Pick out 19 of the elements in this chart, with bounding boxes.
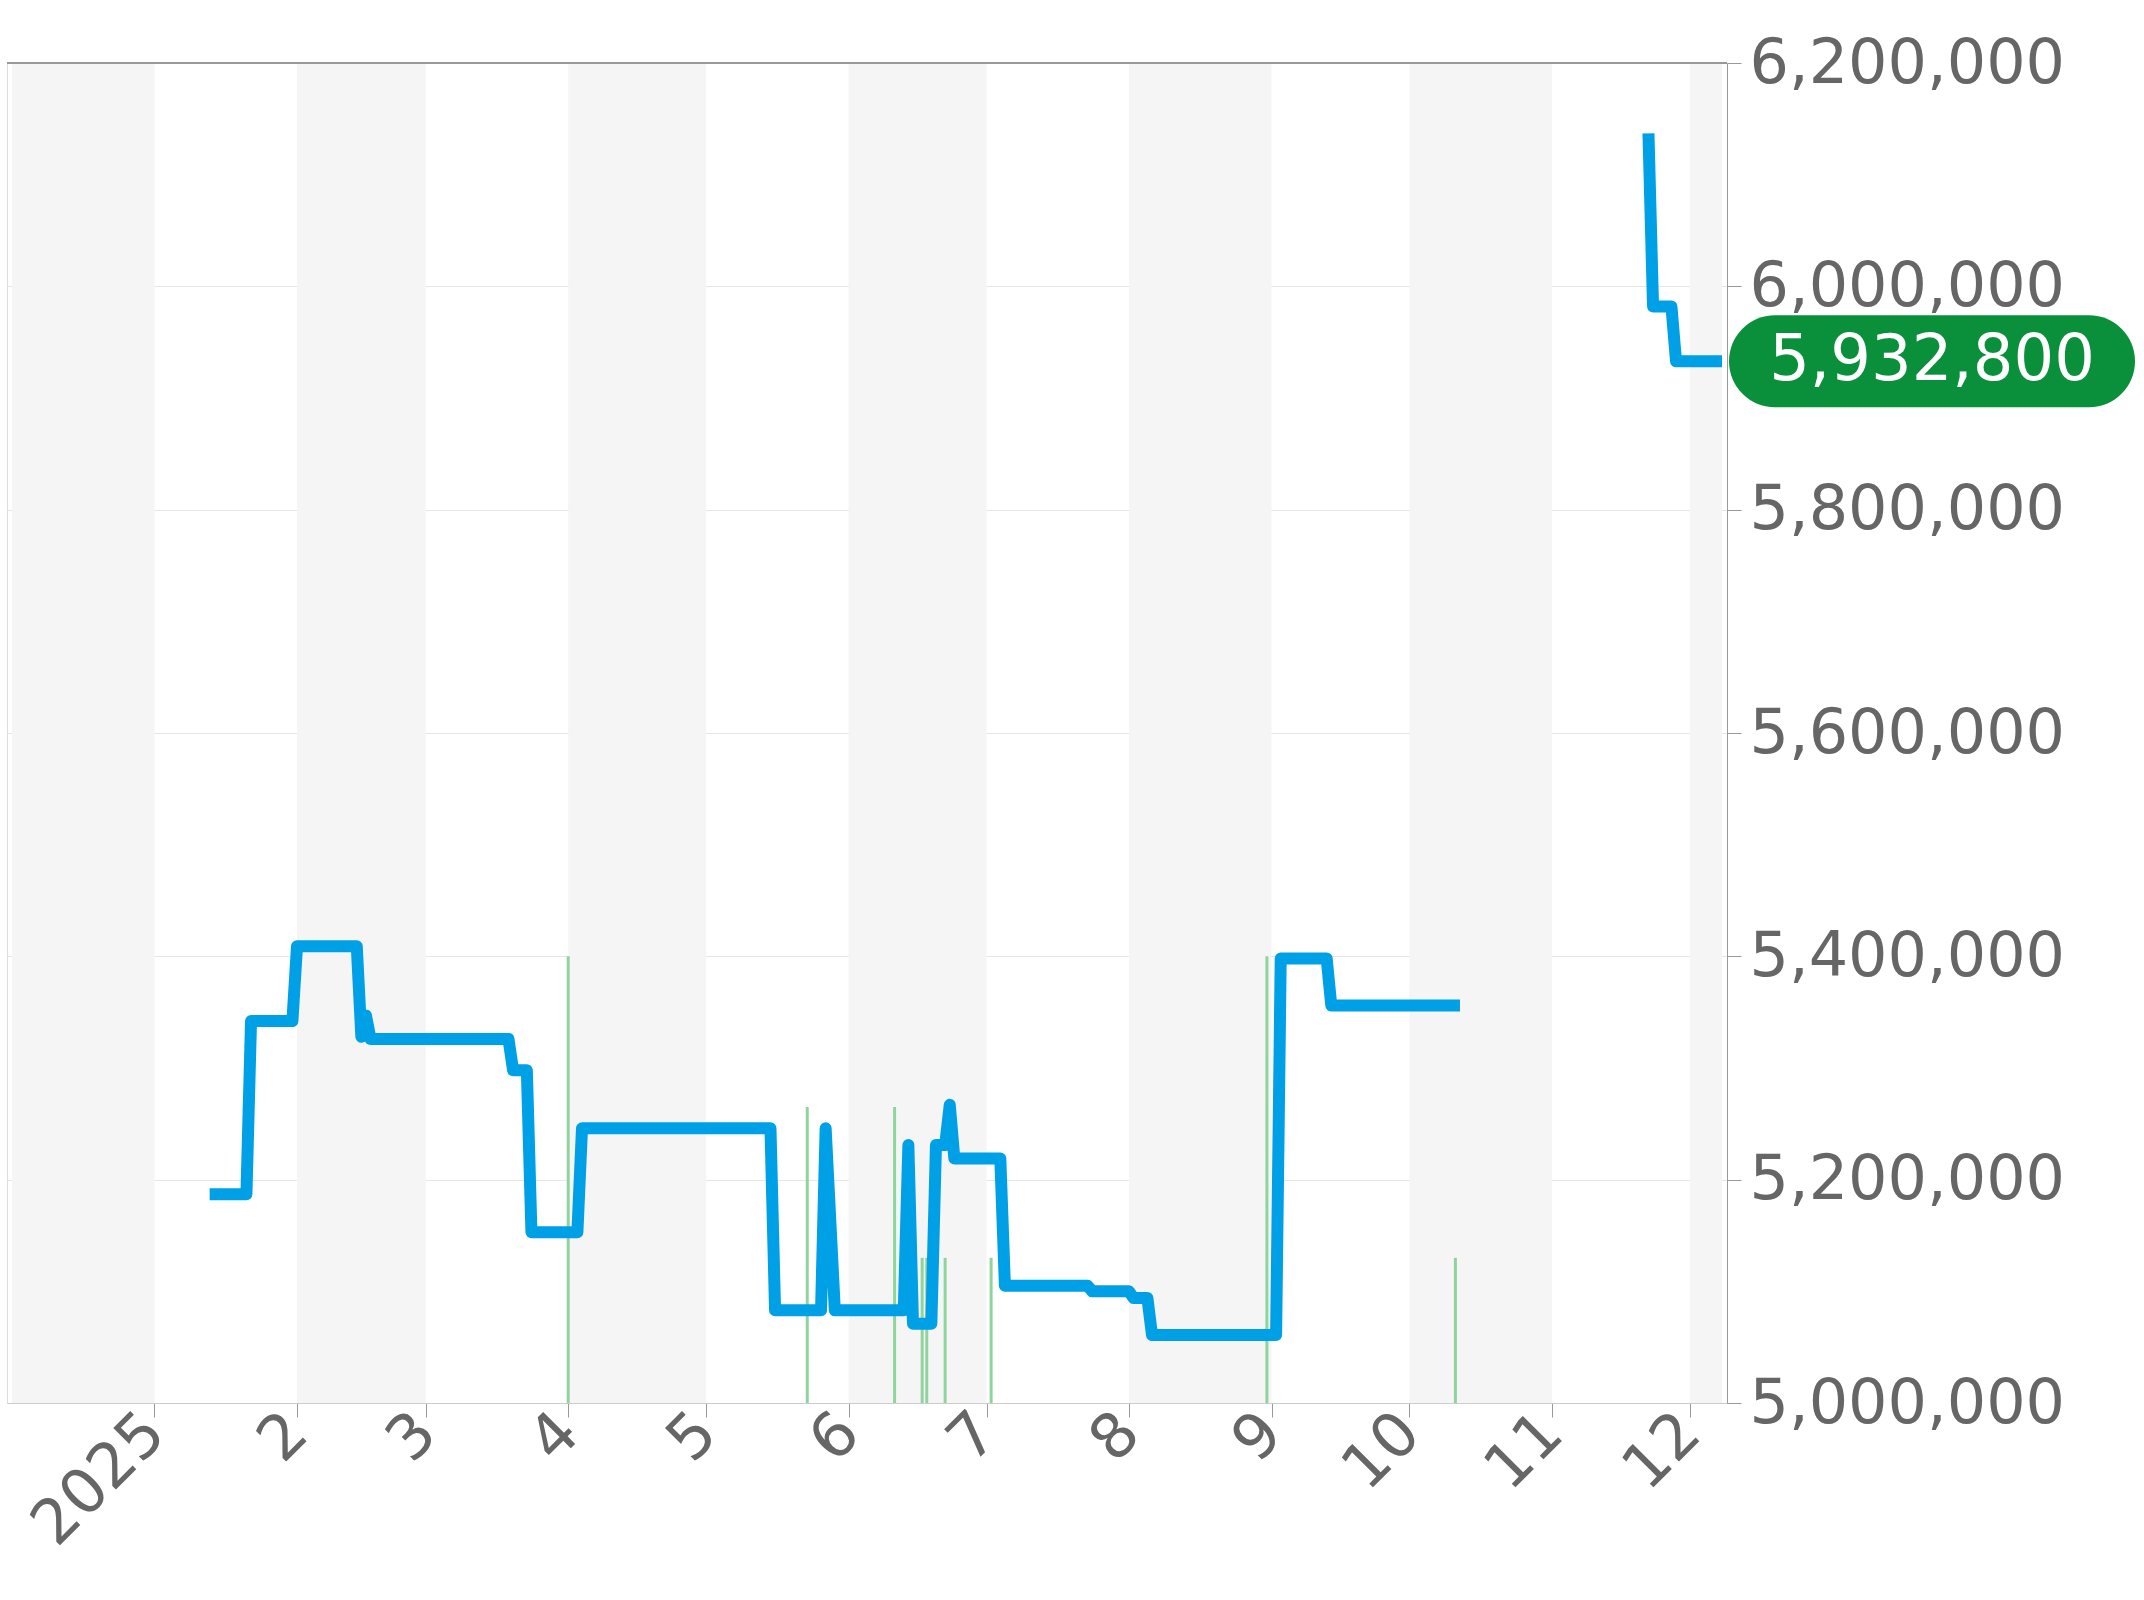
x-tick-label: 8 <box>1074 1395 1154 1476</box>
annotation: 5,932,800 <box>1769 321 2095 396</box>
y-tick-label: 6,200,000 <box>1749 24 2066 98</box>
x-tick-label: 5 <box>651 1395 731 1476</box>
y-tick-label: 6,000,000 <box>1749 247 2066 321</box>
x-tick-label: 4 <box>513 1395 593 1476</box>
y-tick-label: 5,400,000 <box>1749 917 2066 991</box>
x-tick-label: 3 <box>370 1395 451 1476</box>
x-tick-label: 12 <box>1606 1395 1715 1504</box>
x-tick-label: 6 <box>793 1395 874 1476</box>
x-tick-label: 7 <box>931 1395 1012 1476</box>
y-tick-label: 5,000,000 <box>1749 1364 2066 1438</box>
y-tick-label: 5,800,000 <box>1749 471 2066 545</box>
x-tick-label: 9 <box>1216 1395 1297 1476</box>
y-tick-label: 5,600,000 <box>1749 694 2066 768</box>
x-tick-label: 2 <box>242 1395 322 1476</box>
x-tick-label: 10 <box>1326 1395 1434 1504</box>
y-tick-label: 5,200,000 <box>1749 1141 2066 1215</box>
x-tick-label: 11 <box>1469 1395 1577 1504</box>
